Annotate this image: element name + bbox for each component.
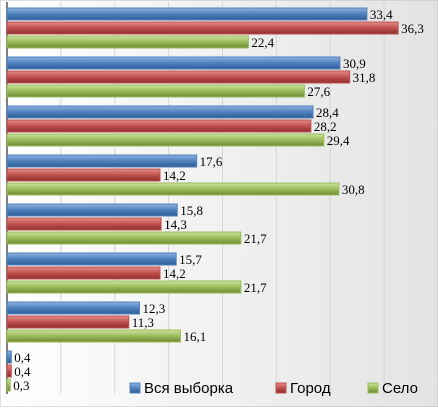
bar-city-2 <box>6 70 351 84</box>
data-label: 28,4 <box>316 105 339 120</box>
bar-all-3 <box>6 105 314 119</box>
bar-village-2 <box>6 84 305 98</box>
data-label: 30,9 <box>343 56 366 71</box>
data-label: 29,4 <box>327 133 350 148</box>
legend-label: Село <box>382 380 418 397</box>
legend-swatch <box>129 382 141 394</box>
data-label: 31,8 <box>353 70 376 85</box>
legend: Вся выборка Город Село <box>129 380 418 397</box>
bar-all-2 <box>6 56 341 70</box>
bar-all-4 <box>6 154 198 168</box>
data-label: 30,8 <box>342 182 365 197</box>
data-label: 12,3 <box>143 301 166 316</box>
data-label: 15,7 <box>179 252 202 267</box>
bar-all-7 <box>6 301 141 315</box>
bar-city-3 <box>6 119 312 133</box>
bar-all-8 <box>6 350 12 364</box>
bar-village-5 <box>6 231 242 245</box>
data-label: 14,2 <box>163 168 186 183</box>
data-labels: 33,4 36,3 22,4 30,931,8 27,6 28,428,229,4 17,6… <box>13 7 424 393</box>
bar-village-3 <box>6 133 325 147</box>
bar-city-4 <box>6 168 161 182</box>
data-label: 14,3 <box>164 217 187 232</box>
data-label: 21,7 <box>244 231 267 246</box>
bar-all-1 <box>6 7 368 21</box>
bar-city-7 <box>6 315 130 329</box>
data-label: 0,4 <box>14 364 31 379</box>
data-label: 17,6 <box>200 154 223 169</box>
bar-village-7 <box>6 329 181 343</box>
bar-village-6 <box>6 280 242 294</box>
legend-swatch <box>367 382 379 394</box>
bar-city-1 <box>6 21 399 35</box>
bar-city-8 <box>6 364 12 378</box>
legend-label: Город <box>290 380 331 397</box>
data-label: 0,3 <box>13 378 29 393</box>
bar-city-6 <box>6 266 161 280</box>
bar-all-6 <box>6 252 177 266</box>
bar-village-4 <box>6 182 340 196</box>
data-label: 21,7 <box>244 280 267 295</box>
data-label: 28,2 <box>314 119 337 134</box>
data-label: 22,4 <box>251 35 274 50</box>
data-label: 0,4 <box>14 350 31 365</box>
data-label: 15,8 <box>180 203 203 218</box>
legend-label: Вся выборка <box>144 380 234 397</box>
bars <box>6 7 399 392</box>
bar-village-1 <box>6 35 249 49</box>
data-label: 16,1 <box>183 329 206 344</box>
bar-all-5 <box>6 203 178 217</box>
data-label: 27,6 <box>307 84 330 99</box>
legend-swatch <box>275 382 287 394</box>
bar-city-5 <box>6 217 162 231</box>
bar-village-8 <box>6 378 11 392</box>
data-label: 11,3 <box>132 315 154 330</box>
data-label: 14,2 <box>163 266 186 281</box>
data-label: 33,4 <box>370 7 393 22</box>
data-label: 36,3 <box>401 21 424 36</box>
